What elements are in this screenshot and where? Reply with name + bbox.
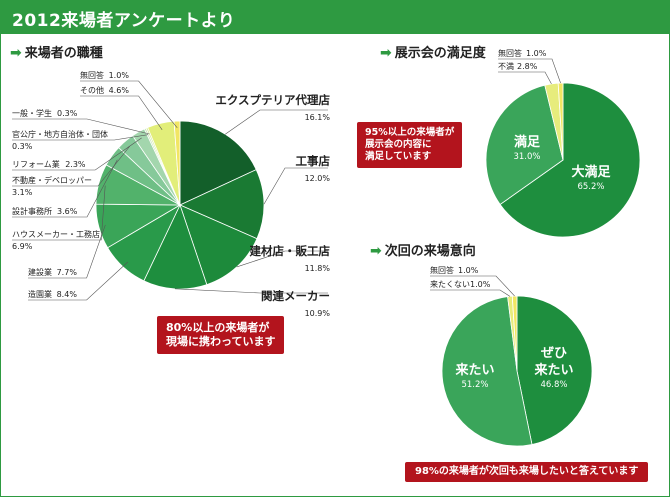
satisfaction-inlabel-0: 大満足 — [571, 164, 611, 180]
occupation-pct-10: 0.3% — [12, 142, 33, 151]
satisfaction-slice-0 — [499, 82, 641, 238]
occupation-label-9: リフォーム業 — [12, 159, 60, 169]
occupation-label-4: 造園業 — [28, 289, 52, 299]
occupation-label-2: 建材店・販工店 — [250, 244, 331, 258]
satisfaction-section-title: ➡ 展示会の満足度 — [380, 42, 486, 61]
callout-line: 満足しています — [365, 151, 432, 162]
revisit-section-title: ➡ 次回の来場意向 — [370, 240, 476, 259]
satisfaction-title-text: 展示会の満足度 — [394, 46, 486, 61]
callout-line: 現場に携わっています — [166, 335, 276, 348]
occupation-label-5: 建設業 — [28, 267, 52, 277]
occupation-section-title: ➡ 来場者の職種 — [10, 42, 103, 61]
revisit-inpct-0: 46.8% — [540, 380, 567, 390]
satisfaction-inpct-1: 31.0% — [513, 152, 540, 162]
revisit-pct-2: 1.0% — [470, 280, 491, 289]
occupation-leader-6 — [12, 185, 106, 241]
satisfaction-inlabel-1: 満足 — [514, 134, 541, 150]
occupation-label-6: ハウスメーカー・工務店 — [12, 229, 100, 239]
occupation-leader-4 — [28, 261, 129, 301]
revisit-slice-3 — [511, 295, 518, 372]
arrow-right-icon: ➡ — [10, 45, 22, 61]
arrow-right-icon: ➡ — [380, 45, 392, 61]
occupation-pct-7: 3.6% — [57, 207, 78, 216]
occupation-label-8: 不動産・デベロッパー — [12, 175, 92, 185]
occupation-pct-8: 3.1% — [12, 188, 33, 197]
occupation-leader-13 — [80, 80, 178, 128]
callout-line: 展示会の内容に — [365, 139, 432, 150]
satisfaction-slice-1 — [485, 84, 564, 206]
occupation-leader-7 — [12, 159, 118, 218]
occupation-callout: 80%以上の来場者が 現場に携わっています — [157, 316, 285, 354]
occupation-pct-9: 2.3% — [65, 160, 86, 169]
occupation-label-7: 設計事務所 — [12, 206, 52, 216]
occupation-label-11: 一般・学生 — [12, 108, 52, 118]
occupation-leader-5 — [28, 224, 106, 279]
satisfaction-leader-3 — [498, 58, 561, 84]
occupation-leader-10 — [12, 134, 149, 141]
occupation-leader-12 — [80, 95, 163, 130]
callout-line: 98%の来場者が次回も来場したいと答えています — [415, 466, 639, 477]
occupation-pct-13: 1.0% — [109, 71, 130, 80]
satisfaction-pct-3: 1.0% — [526, 49, 547, 58]
occupation-label-12: その他 — [80, 85, 104, 95]
page-title: 2012来場者アンケートより — [12, 11, 236, 31]
satisfaction-pct-2: 2.8% — [517, 62, 538, 71]
revisit-label-3: 無回答 — [430, 265, 454, 275]
occupation-pct-2: 11.8% — [305, 264, 331, 273]
occupation-pct-5: 7.7% — [57, 268, 78, 277]
occupation-leader-3 — [174, 288, 328, 294]
revisit-callout: 98%の来場者が次回も来場したいと答えています — [405, 462, 649, 482]
occupation-label-3: 関連メーカー — [261, 289, 330, 303]
satisfaction-leader-2 — [498, 71, 552, 85]
satisfaction-label-2: 不満 — [498, 62, 514, 71]
revisit-label-2: 来たくない — [430, 280, 470, 289]
occupation-label-1: 工事店 — [296, 154, 331, 168]
revisit-leader-2 — [430, 289, 511, 297]
occupation-slice-13 — [173, 120, 181, 206]
occupation-label-10: 官公庁・地方自治体・団体 — [12, 129, 108, 139]
satisfaction-callout: 95%以上の来場者が 展示会の内容に 満足しています — [357, 122, 463, 168]
occupation-pct-3: 10.9% — [305, 309, 331, 318]
occupation-leader-11 — [12, 118, 150, 135]
occupation-leader-1 — [263, 167, 328, 205]
occupation-leader-8 — [12, 146, 130, 187]
header-bar: 2012来場者アンケートより — [0, 0, 670, 34]
revisit-inlabel-1: 来たい — [454, 362, 494, 378]
occupation-pct-4: 8.4% — [57, 290, 78, 299]
occupation-title-text: 来場者の職種 — [24, 46, 103, 61]
revisit-slice-0 — [516, 295, 593, 445]
occupation-leader-2 — [236, 250, 328, 268]
occupation-pct-12: 4.6% — [109, 86, 130, 95]
occupation-slice-0 — [179, 120, 257, 206]
revisit-inlabel-0a: ぜひ — [541, 346, 567, 361]
occupation-leader-0 — [225, 109, 328, 135]
arrow-right-icon: ➡ — [370, 243, 382, 259]
revisit-title-text: 次回の来場意向 — [384, 244, 476, 259]
occupation-label-13: 無回答 — [80, 70, 104, 80]
satisfaction-label-3: 無回答 — [498, 48, 522, 58]
callout-line: 80%以上の来場者が — [166, 321, 270, 334]
occupation-pct-0: 16.1% — [305, 113, 331, 122]
revisit-slice-1 — [441, 296, 533, 447]
revisit-leader-3 — [430, 275, 515, 297]
revisit-pct-3: 1.0% — [458, 266, 479, 275]
revisit-inpct-1: 51.2% — [461, 380, 488, 390]
occupation-label-0: エクスプテリア代理店 — [215, 93, 330, 107]
occupation-pct-6: 6.9% — [12, 242, 33, 251]
occupation-pct-11: 0.3% — [57, 109, 78, 118]
callout-line: 95%以上の来場者が — [365, 127, 455, 138]
revisit-inlabel-0b: 来たい — [533, 362, 573, 378]
occupation-pct-1: 12.0% — [305, 174, 331, 183]
satisfaction-inpct-0: 65.2% — [577, 182, 604, 192]
occupation-leader-9 — [12, 137, 142, 171]
